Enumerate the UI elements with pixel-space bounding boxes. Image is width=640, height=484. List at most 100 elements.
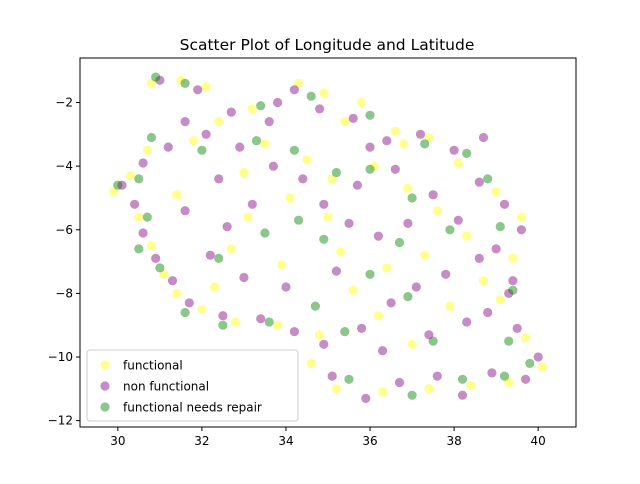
data-point	[457, 390, 468, 400]
data-point	[285, 193, 295, 203]
data-point	[273, 320, 283, 330]
data-point	[512, 323, 522, 333]
data-point	[218, 311, 228, 321]
data-point	[235, 142, 245, 152]
data-point	[521, 333, 531, 343]
legend-label: non functional	[123, 380, 209, 394]
data-point	[163, 142, 173, 152]
data-point	[504, 336, 514, 346]
data-point	[516, 225, 527, 235]
data-point	[525, 358, 535, 368]
data-point	[319, 199, 329, 209]
data-point	[146, 241, 157, 251]
data-point	[390, 126, 400, 136]
data-point	[247, 199, 257, 209]
data-point	[197, 145, 207, 155]
data-point	[117, 180, 127, 190]
legend: functional non functional functional needs…	[86, 349, 299, 422]
data-point	[466, 381, 476, 391]
data-point	[184, 298, 194, 308]
data-point	[449, 145, 459, 155]
data-point	[474, 177, 484, 187]
data-point	[386, 298, 396, 308]
data-point	[441, 269, 451, 279]
data-point	[251, 136, 262, 146]
data-point	[327, 371, 337, 381]
legend-marker	[100, 381, 110, 391]
x-tick-label: 30	[110, 434, 125, 448]
data-point	[487, 368, 497, 378]
data-point	[289, 145, 299, 155]
y-tick-label: −8	[55, 286, 73, 300]
data-point	[508, 276, 518, 286]
data-point	[365, 110, 375, 120]
data-point	[130, 199, 140, 209]
data-point	[357, 323, 367, 333]
data-point	[239, 167, 249, 178]
data-point	[264, 117, 274, 127]
data-point	[365, 164, 375, 174]
data-point	[344, 218, 354, 228]
data-point	[146, 132, 157, 143]
data-point	[289, 327, 299, 337]
points-layer	[109, 72, 548, 403]
data-point	[247, 104, 257, 114]
y-tick-label: −12	[48, 414, 73, 428]
data-point	[382, 136, 392, 146]
data-point	[403, 218, 413, 228]
chart-title: Scatter Plot of Longitude and Latitude	[180, 36, 475, 54]
data-point	[289, 85, 299, 95]
data-point	[138, 158, 148, 168]
data-point	[315, 330, 325, 340]
data-point	[420, 250, 430, 260]
data-point	[462, 231, 472, 241]
data-point	[504, 288, 514, 298]
data-point	[214, 174, 224, 184]
data-point	[281, 282, 291, 292]
data-point	[533, 352, 543, 362]
data-point	[357, 97, 367, 108]
data-point	[268, 161, 278, 171]
data-point	[260, 139, 270, 149]
data-point	[537, 362, 548, 372]
data-point	[462, 317, 472, 327]
data-point	[151, 253, 161, 263]
legend-marker	[100, 402, 110, 412]
data-point	[415, 129, 426, 139]
data-point	[159, 269, 169, 279]
data-point	[394, 237, 405, 248]
x-axis: 30 32 34 36 38 40	[110, 427, 546, 448]
data-point	[319, 339, 329, 349]
data-point	[499, 199, 510, 209]
x-tick-label: 38	[446, 434, 461, 448]
data-point	[226, 244, 236, 254]
data-point	[516, 212, 527, 222]
data-point	[348, 113, 358, 123]
data-point	[214, 117, 224, 127]
data-point	[306, 358, 316, 368]
data-point	[230, 317, 241, 327]
data-point	[142, 212, 152, 222]
data-point	[256, 101, 266, 111]
data-point	[390, 164, 400, 174]
data-point	[197, 304, 207, 314]
data-point	[521, 374, 531, 384]
data-point	[453, 158, 463, 168]
data-point	[155, 263, 165, 273]
series-non-functional	[117, 75, 543, 403]
data-point	[319, 234, 329, 244]
data-point	[483, 307, 493, 318]
data-point	[201, 82, 211, 92]
data-point	[201, 129, 211, 139]
data-point	[365, 142, 375, 152]
series-functional-needs-repair	[113, 72, 535, 400]
data-point	[474, 253, 484, 263]
data-point	[134, 244, 144, 254]
data-point	[294, 78, 304, 88]
data-point	[243, 212, 253, 222]
data-point	[180, 206, 190, 216]
y-tick-label: −6	[55, 223, 73, 237]
x-tick-label: 34	[278, 434, 293, 448]
data-point	[209, 282, 220, 292]
